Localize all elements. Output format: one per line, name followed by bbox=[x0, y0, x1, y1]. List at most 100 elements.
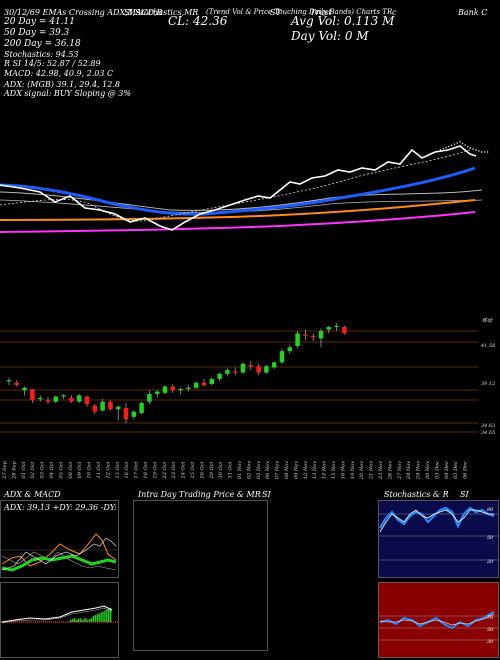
intraday-si-label: SI bbox=[262, 490, 271, 499]
candle-up bbox=[22, 387, 27, 391]
stoch-level: 80 bbox=[487, 507, 494, 513]
date-label: 14 Nov bbox=[322, 461, 328, 479]
date-label: 15 Oct bbox=[115, 461, 121, 479]
date-label: 31 Oct bbox=[228, 461, 234, 479]
stochastics-value: Stochastics: 94.53 bbox=[4, 50, 79, 59]
adx-white-line bbox=[1, 537, 117, 571]
date-label: 04 Dec bbox=[444, 461, 450, 479]
candle-down bbox=[123, 407, 129, 420]
stoch-level: 20 bbox=[486, 559, 494, 565]
rsi-value: R SI 14/5: 52.87 / 52.89 bbox=[4, 59, 101, 68]
stochastics-si-label: SI bbox=[460, 490, 469, 499]
candle-up bbox=[287, 347, 293, 352]
ema20-value: 20 Day = 41.11 bbox=[4, 17, 76, 27]
adx-orange-line bbox=[1, 533, 117, 567]
candle-up bbox=[209, 378, 215, 384]
adx-values: ADX: 39.13 +DY: 29.36 -DY: 12.34 bbox=[3, 503, 120, 512]
date-label: 13 Nov bbox=[312, 461, 318, 479]
macd-bar bbox=[104, 610, 106, 622]
candle-down bbox=[92, 405, 98, 412]
upper-band-line bbox=[0, 189, 483, 211]
candle-up bbox=[53, 396, 59, 402]
candle-up bbox=[279, 351, 285, 363]
date-label: 29 Oct bbox=[209, 461, 215, 480]
date-label: 22 Oct bbox=[162, 461, 168, 480]
price-axis-label: 41.58 bbox=[480, 343, 495, 349]
macd-signal-line bbox=[1, 607, 113, 624]
price-axis-label: 34.65 bbox=[481, 430, 495, 436]
candle-up bbox=[264, 366, 269, 373]
date-label: 27 Nov bbox=[397, 461, 403, 480]
header-title: 30/12/69 EMAs Crossing ADX,MACD,B bbox=[4, 8, 163, 17]
candle-up bbox=[186, 387, 191, 390]
date-label: 09 Nov bbox=[293, 461, 299, 479]
date-label: 25 Oct bbox=[190, 461, 196, 480]
moving-averages bbox=[0, 141, 490, 233]
date-label: 28 Nov bbox=[406, 461, 412, 480]
macd-bar bbox=[75, 620, 78, 622]
date-label: 06 Nov bbox=[265, 461, 271, 479]
stochastics-rsi-panel: 80 50 20 70 50 30 bbox=[378, 500, 499, 658]
macd-bar bbox=[89, 619, 91, 622]
date-label: 17 Oct bbox=[134, 461, 140, 479]
candle-up bbox=[217, 373, 222, 379]
date-label: 30 Nov bbox=[425, 461, 431, 479]
date-label: 08 Oct bbox=[68, 461, 74, 479]
macd-bar bbox=[106, 609, 108, 622]
price-axis-label: 34.63 bbox=[481, 423, 495, 429]
date-label: 05 Dec bbox=[453, 461, 459, 479]
candle-down bbox=[310, 335, 316, 338]
intraday-panel bbox=[133, 500, 268, 651]
rsi-signal-line bbox=[379, 613, 495, 626]
stochastics-title: Stochastics & R bbox=[384, 490, 449, 499]
header-indicators: SI,Stochastics,MR bbox=[124, 8, 199, 17]
macd-bar bbox=[109, 607, 112, 622]
price-line bbox=[0, 145, 477, 231]
candle-up bbox=[147, 394, 152, 402]
date-axis: 27 Sep 28 Sep 01 Oct 02 Oct 03 Oct 04 Oct 05 O… bbox=[2, 460, 469, 480]
ema50-line bbox=[0, 166, 476, 216]
date-label: 04 Oct bbox=[49, 461, 55, 479]
candle-up bbox=[100, 401, 105, 411]
date-label: 27 Sep bbox=[2, 460, 8, 479]
date-label: 28 Sep bbox=[11, 460, 17, 479]
date-label: 15 Nov bbox=[331, 461, 337, 479]
candle-up bbox=[326, 327, 332, 330]
candle-down bbox=[170, 386, 176, 391]
date-label: 23 Oct bbox=[171, 461, 177, 480]
stochastics-d-line bbox=[379, 509, 494, 533]
date-label: 03 Oct bbox=[40, 461, 46, 479]
rsi-level: 70 bbox=[487, 615, 494, 621]
date-label: 23 Nov bbox=[378, 461, 384, 480]
day-volume: Day Vol: 0 M bbox=[291, 29, 369, 43]
date-label: 07 Nov bbox=[275, 461, 281, 479]
date-label: 01 Nov bbox=[237, 461, 243, 479]
price-projection-line bbox=[439, 141, 490, 153]
date-label: 19 Oct bbox=[152, 461, 158, 479]
macd-bar bbox=[102, 611, 104, 622]
stoch-level: 50 bbox=[487, 535, 494, 541]
macd-line bbox=[1, 605, 113, 623]
ema-long-line bbox=[0, 211, 476, 233]
date-label: 09 Oct bbox=[77, 461, 83, 479]
candle-down bbox=[342, 327, 347, 334]
adx-value: ADX: (MGB) 39.1, 29.4, 12.8 bbox=[4, 80, 120, 89]
date-label: 02 Oct bbox=[30, 461, 36, 479]
candle-down bbox=[248, 364, 254, 367]
date-label: 11 Oct bbox=[96, 461, 102, 479]
date-label: 12 Nov bbox=[303, 461, 309, 479]
date-label: 26 Oct bbox=[199, 461, 205, 480]
candle-up bbox=[139, 402, 144, 414]
candle-up bbox=[76, 395, 82, 402]
macd-bar bbox=[79, 618, 81, 622]
header-charts-link[interactable]: (Trend Vol & Price Touching Daily Bands)… bbox=[206, 8, 393, 16]
price-right-label: 移动 bbox=[482, 317, 493, 324]
macd-bar bbox=[92, 616, 95, 622]
header-trust: Trust bbox=[310, 8, 332, 17]
candle-up bbox=[240, 363, 246, 373]
candle-down bbox=[69, 397, 74, 402]
macd-bar bbox=[100, 612, 102, 622]
date-label: 24 Oct bbox=[181, 461, 187, 480]
candle-down bbox=[232, 371, 238, 373]
macd-bar bbox=[96, 614, 98, 622]
